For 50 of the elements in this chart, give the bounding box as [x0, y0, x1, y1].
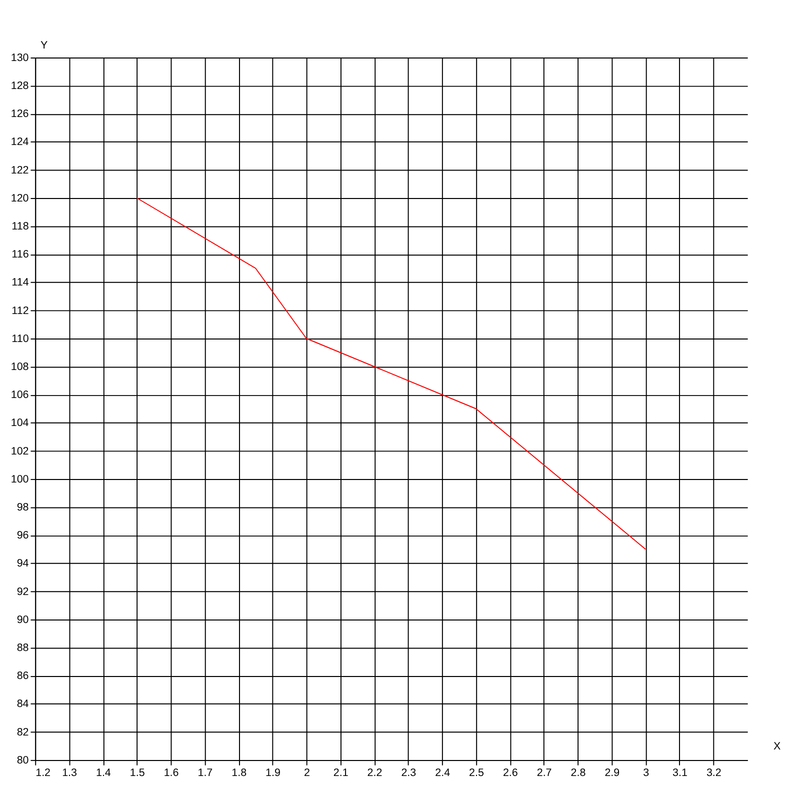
x-tick-label: 3.1 [672, 767, 688, 780]
y-tick-label: 120 [10, 192, 29, 204]
y-tick-label: 82 [16, 726, 29, 738]
x-axis-title: X [773, 740, 781, 753]
y-tick-label: 130 [10, 52, 29, 64]
y-tick-label: 80 [16, 754, 29, 766]
x-tick-label: 1.2 [36, 767, 51, 780]
x-tick-label: 1.8 [232, 767, 247, 780]
y-tick-label: 128 [10, 80, 29, 92]
x-tick-label: 2.3 [401, 767, 416, 780]
y-tick-label: 124 [10, 136, 29, 148]
x-tick-label: 3.2 [706, 767, 722, 780]
y-tick-label: 106 [10, 389, 29, 402]
y-tick-label: 88 [16, 642, 29, 654]
x-tick-label: 2.1 [333, 767, 348, 780]
x-tick-label: 2.5 [469, 767, 484, 780]
x-tick-label: 2.2 [367, 767, 382, 780]
x-tick-label: 3 [643, 767, 650, 780]
y-tick-label: 116 [12, 248, 29, 261]
y-tick-label: 118 [12, 220, 29, 233]
y-tick-label: 98 [16, 502, 29, 514]
y-tick-label: 96 [16, 530, 29, 542]
y-tick-label: 108 [10, 361, 29, 374]
x-tick-label: 2.6 [502, 767, 518, 780]
x-tick-label: 2 [304, 767, 310, 780]
x-tick-label: 1.3 [62, 767, 78, 780]
x-tick-label: 2.9 [604, 767, 620, 780]
y-tick-label: 90 [16, 614, 29, 626]
x-tick-label: 1.6 [164, 767, 179, 780]
y-tick-label: 122 [10, 164, 29, 176]
y-tick-label: 112 [12, 304, 29, 317]
y-tick-label: 86 [16, 670, 29, 682]
x-tick-label: 1.9 [266, 767, 280, 780]
x-tick-label: 1.7 [198, 767, 213, 780]
y-tick-label: 114 [12, 276, 29, 289]
y-tick-label: 84 [16, 698, 29, 710]
line-series [136, 198, 646, 550]
x-tick-label: 2.7 [536, 767, 552, 780]
y-tick-label: 126 [10, 108, 29, 120]
y-tick-label: 100 [10, 473, 29, 486]
y-axis-title: Y [40, 39, 48, 52]
x-tick-label: 2.8 [570, 767, 586, 780]
x-tick-label: 2.4 [435, 767, 450, 780]
y-tick-label: 110 [12, 332, 29, 345]
x-tick-label: 1.4 [96, 767, 111, 780]
y-tick-label: 92 [16, 586, 29, 598]
y-tick-label: 102 [10, 445, 29, 458]
y-tick-label: 94 [16, 558, 29, 570]
x-tick-label: 1.5 [130, 767, 145, 780]
y-tick-label: 104 [10, 417, 29, 430]
